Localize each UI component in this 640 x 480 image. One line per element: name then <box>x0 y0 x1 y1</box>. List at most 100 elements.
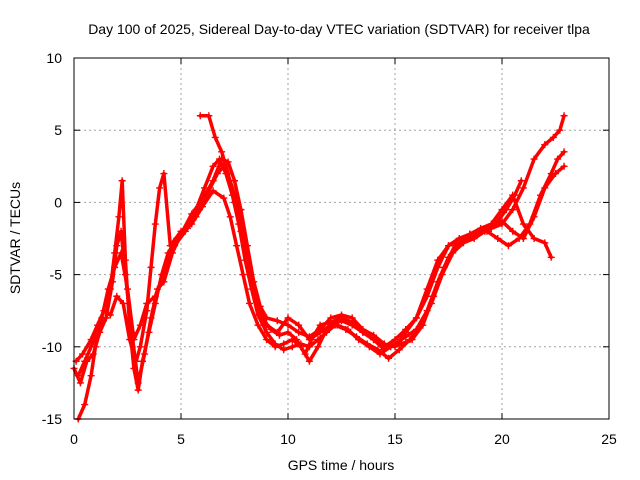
data-point <box>445 242 452 250</box>
data-point <box>338 317 345 325</box>
data-point <box>455 235 463 242</box>
data-point <box>530 155 538 163</box>
data-point <box>243 256 251 264</box>
data-point <box>541 141 549 149</box>
data-point <box>560 148 568 156</box>
data-point <box>487 224 495 232</box>
data-point <box>314 343 322 351</box>
data-point <box>305 343 313 351</box>
series-line <box>72 164 566 392</box>
data-point <box>136 343 144 351</box>
data-point <box>395 346 403 354</box>
data-point <box>406 336 414 344</box>
x-tick-label: 10 <box>280 431 296 447</box>
data-layer <box>70 112 568 423</box>
data-point <box>434 256 442 264</box>
series-track-4 <box>74 155 525 423</box>
x-tick-label: 25 <box>601 431 617 447</box>
data-point <box>271 340 279 348</box>
data-point <box>547 253 555 261</box>
data-point <box>74 372 82 380</box>
data-point <box>81 357 89 365</box>
data-point <box>494 235 502 242</box>
data-point <box>233 242 241 250</box>
data-point <box>192 206 200 214</box>
data-point <box>211 133 219 141</box>
x-tick-label: 15 <box>387 431 403 447</box>
data-point <box>305 336 313 344</box>
data-point <box>427 299 435 307</box>
data-point <box>280 346 288 354</box>
data-point <box>423 285 431 293</box>
data-point <box>295 321 303 329</box>
data-point <box>205 112 213 120</box>
data-point <box>250 285 258 293</box>
data-point <box>141 350 149 358</box>
data-point <box>374 346 382 354</box>
data-point <box>136 321 144 329</box>
data-point <box>117 227 125 235</box>
data-point <box>124 285 131 293</box>
data-point <box>239 271 247 279</box>
data-point <box>412 314 420 322</box>
y-tick-label: 0 <box>54 194 62 210</box>
data-point <box>560 162 568 170</box>
data-point <box>104 285 112 293</box>
axis-ticks <box>73 57 610 420</box>
data-point <box>171 242 179 250</box>
data-point <box>181 227 189 235</box>
data-point <box>509 206 517 214</box>
y-tick-label: -15 <box>42 411 62 427</box>
x-tick-label: 20 <box>494 431 510 447</box>
data-point <box>385 354 393 362</box>
data-point <box>348 314 356 322</box>
data-point <box>504 242 512 250</box>
data-point <box>113 242 121 250</box>
data-point <box>198 203 206 211</box>
data-point <box>81 401 89 409</box>
data-point <box>196 112 204 120</box>
data-point <box>218 148 226 156</box>
data-point <box>160 271 168 279</box>
data-point <box>526 220 534 228</box>
data-point <box>284 328 292 336</box>
data-point <box>119 299 127 307</box>
data-point <box>466 230 474 238</box>
data-point <box>209 187 217 195</box>
data-point <box>209 162 217 170</box>
x-tick-label: 0 <box>70 431 78 447</box>
data-point <box>147 263 155 271</box>
y-tick-label: -5 <box>50 267 63 283</box>
data-point <box>254 321 262 329</box>
data-point <box>417 321 425 329</box>
data-point <box>297 340 305 348</box>
data-point <box>502 206 510 214</box>
data-point <box>391 336 399 344</box>
data-point <box>151 220 159 228</box>
y-tick-label: 10 <box>46 50 62 66</box>
data-point <box>79 350 87 358</box>
data-point <box>130 336 138 344</box>
data-point <box>498 220 506 228</box>
data-point <box>327 321 335 329</box>
data-point <box>231 198 238 206</box>
data-point <box>547 170 555 178</box>
y-tick-label: -10 <box>42 339 62 355</box>
data-point <box>245 299 253 307</box>
data-point <box>147 314 155 322</box>
data-point <box>554 155 562 163</box>
data-point <box>314 336 322 344</box>
data-point <box>134 386 142 394</box>
data-point <box>560 112 568 120</box>
data-point <box>256 307 264 315</box>
data-point <box>530 235 538 242</box>
data-point <box>284 321 292 329</box>
tick-labels: 0 5 10 15 20 25 -15 -10 -5 0 5 10 <box>42 50 617 447</box>
data-point <box>438 271 446 279</box>
data-point <box>98 314 106 322</box>
data-point <box>348 321 356 329</box>
data-point <box>156 184 164 192</box>
plot-frame <box>73 57 610 420</box>
data-point <box>220 194 228 202</box>
